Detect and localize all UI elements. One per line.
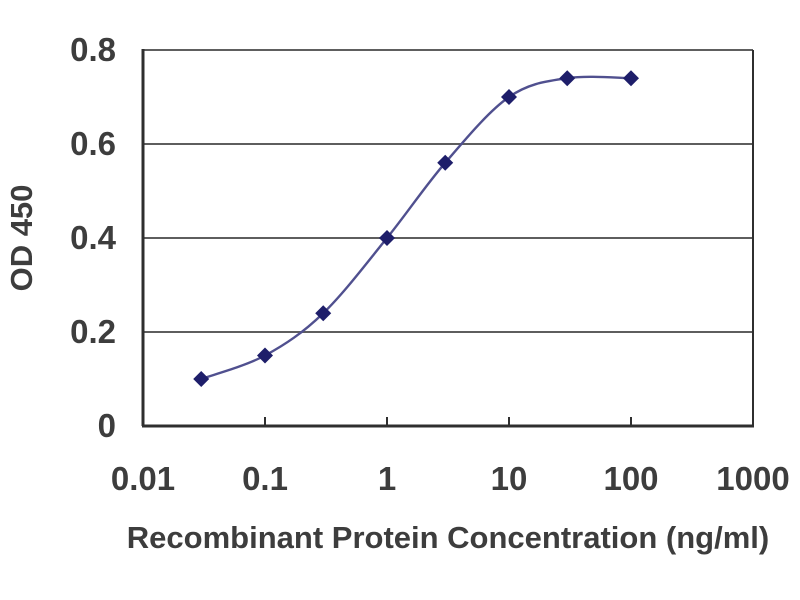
x-axis-ticks: [264, 417, 632, 425]
series-line: [200, 75, 632, 381]
y-tick-label: 0: [98, 407, 116, 444]
x-tick-label: 100: [603, 460, 658, 497]
plot-border: [141, 49, 754, 428]
gridlines: [143, 49, 753, 333]
data-point-marker: [315, 305, 332, 322]
y-tick-label: 0.8: [70, 31, 116, 68]
x-axis-title: Recombinant Protein Concentration (ng/ml…: [127, 520, 769, 555]
data-point-marker: [501, 89, 517, 105]
data-point-marker: [379, 230, 395, 246]
data-point-marker: [193, 371, 210, 387]
y-axis-tick-labels: 0 0.2 0.4 0.6 0.8: [70, 31, 117, 444]
y-tick-label: 0.2: [70, 313, 116, 350]
x-tick-label: 1000: [716, 460, 789, 497]
x-axis-tick-labels: 0.01 0.1 1 10 100 1000: [111, 460, 790, 497]
y-tick-label: 0.4: [70, 219, 117, 256]
x-tick-label: 0.01: [111, 460, 175, 497]
series-markers: [193, 70, 639, 387]
y-axis-title: OD 450: [4, 185, 39, 292]
data-point-marker: [559, 70, 576, 87]
x-tick-label: 1: [378, 460, 396, 497]
data-point-marker: [437, 154, 454, 171]
x-tick-label: 0.1: [242, 460, 288, 497]
data-point-marker: [623, 70, 639, 87]
x-tick-label: 10: [491, 460, 528, 497]
y-tick-label: 0.6: [70, 125, 116, 162]
data-point-marker: [257, 347, 273, 364]
